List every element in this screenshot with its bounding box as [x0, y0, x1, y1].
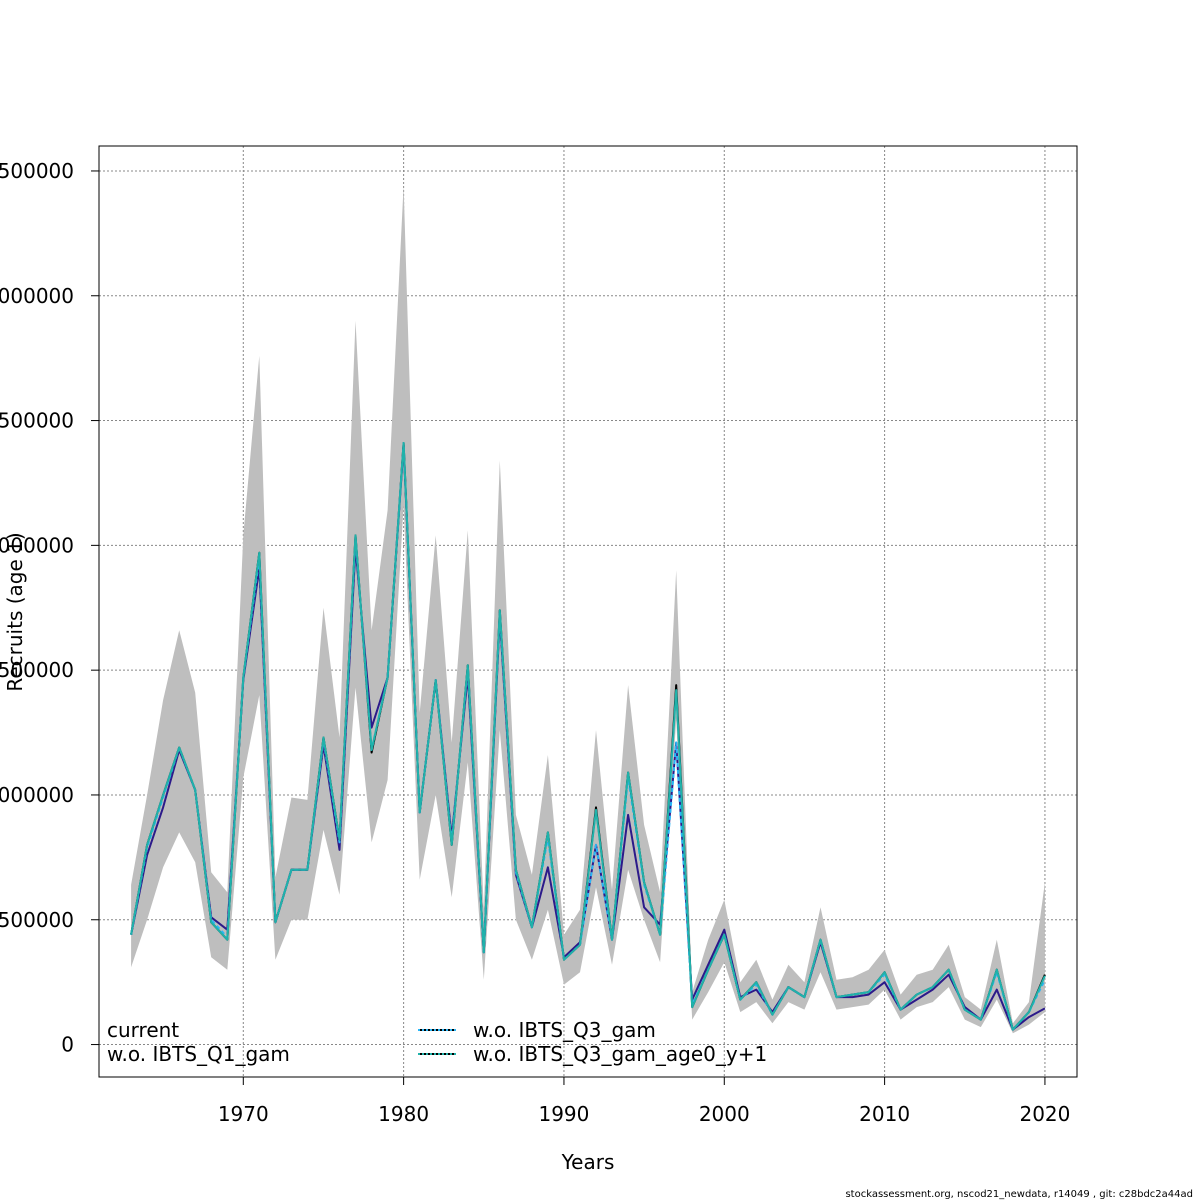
y-tick-label: 1000000: [0, 783, 74, 807]
series-lines: [130, 442, 1046, 1031]
legend-label: w.o. IBTS_Q3_gam: [473, 1018, 656, 1042]
x-tick-label: 1970: [218, 1102, 269, 1126]
confidence-band-area: [131, 185, 1045, 1034]
y-tick-label: 3000000: [0, 284, 74, 308]
plot-frame: [98, 145, 1078, 1078]
x-tick-label: 2000: [699, 1102, 750, 1126]
legend-label: current: [107, 1018, 179, 1042]
x-tick-label: 2010: [859, 1102, 910, 1126]
y-tick-label: 2000000: [0, 533, 74, 557]
x-axis-ticks: 1970 1980 1990 2000 2010 2020: [218, 1077, 1070, 1126]
x-tick-label: 2020: [1019, 1102, 1070, 1126]
y-tick-label: 2500000: [0, 409, 74, 433]
series-line-3: [130, 442, 1046, 1031]
confidence-band: [131, 185, 1045, 1034]
y-axis-ticks: 0 500000 1000000 1500000 2000000 2500000 30000…: [0, 159, 99, 1057]
x-tick-label: 1990: [538, 1102, 589, 1126]
footer-text: stockassessment.org, nscod21_newdata, r1…: [845, 1189, 1193, 1200]
legend-label: w.o. IBTS_Q3_gam_age0_y+1: [473, 1042, 767, 1066]
y-tick-label: 1500000: [0, 658, 74, 682]
x-tick-label: 1980: [378, 1102, 429, 1126]
legend-label: w.o. IBTS_Q1_gam: [107, 1042, 290, 1066]
y-tick-label: 0: [61, 1033, 74, 1057]
x-axis-title: Years: [561, 1150, 615, 1174]
y-axis-title: Recruits (age 1): [3, 532, 27, 691]
y-tick-label: 500000: [0, 908, 74, 932]
y-tick-label: 3500000: [0, 159, 74, 183]
